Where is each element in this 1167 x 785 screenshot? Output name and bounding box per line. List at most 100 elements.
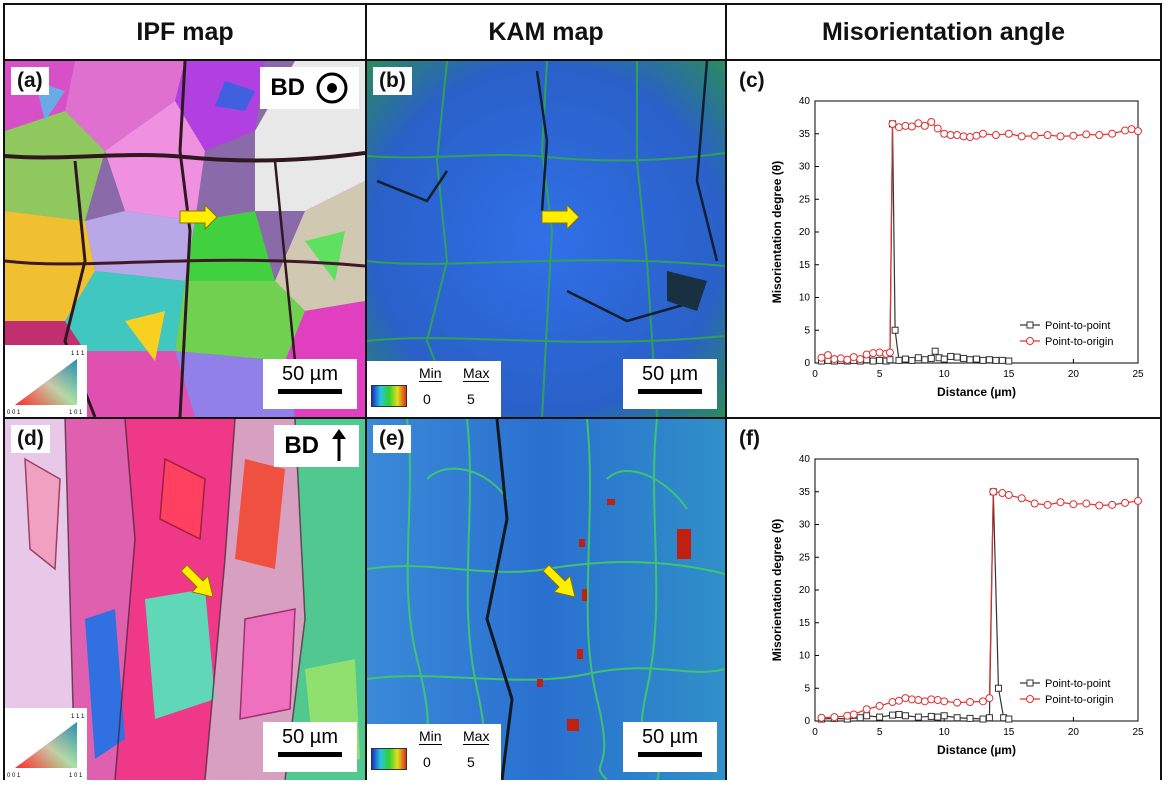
legend-label: Point-to-point — [1045, 320, 1110, 332]
data-point-circle — [1004, 129, 1013, 138]
misorientation-chart-panel-f: (f) 0 5 10 15 20 25 0 5 10 15 20 25 30 35 40 Distance (… — [727, 419, 1160, 780]
data-point-square — [914, 713, 922, 721]
data-point-circle — [830, 713, 839, 722]
data-point-square — [979, 356, 987, 364]
scale-bar-e: 50 µm — [623, 722, 717, 772]
data-point-square — [966, 356, 974, 364]
kam-map-panel-e: (e) Min 0 Max 5 50 µm — [367, 419, 725, 780]
data-point-circle — [1017, 494, 1026, 503]
x-tick-label: 25 — [1132, 369, 1144, 380]
y-tick-label: 30 — [799, 162, 811, 173]
ipf-map-panel-d: (d) BD 1 1 1 0 0 1 1 0 1 50 µm — [5, 419, 365, 780]
data-point-circle — [933, 696, 942, 705]
data-point-square — [856, 714, 864, 722]
x-tick-label: 20 — [1068, 727, 1080, 738]
data-point-square — [985, 714, 993, 722]
data-point-circle — [1127, 125, 1136, 134]
data-point-circle — [914, 119, 923, 128]
y-axis-label: Misorientation degree (θ) — [770, 519, 784, 662]
legend-marker-circle — [1026, 337, 1034, 345]
kam-min-label-b: Min — [419, 365, 442, 382]
data-point-square — [931, 347, 939, 355]
legend-marker-square — [1026, 679, 1034, 687]
data-point-square — [869, 357, 877, 365]
data-point-circle — [927, 695, 936, 704]
data-point-circle — [1095, 131, 1104, 140]
data-point-circle — [978, 129, 987, 138]
scale-bar-label-d: 50 µm — [282, 726, 338, 748]
bd-label-d: BD — [284, 432, 319, 459]
data-point-circle — [946, 131, 955, 140]
misorientation-chart-f: 0 5 10 15 20 25 0 5 10 15 20 25 30 35 40 Distance (µm) M… — [770, 454, 1144, 757]
ipf-legend-a: 1 1 1 0 0 1 1 0 1 — [5, 345, 87, 417]
column-header-ipf: IPF map — [136, 17, 234, 46]
y-tick-label: 40 — [799, 96, 811, 107]
build-direction-box-a: BD — [260, 67, 359, 109]
data-point-circle — [1134, 127, 1142, 136]
y-tick-label: 35 — [799, 129, 811, 140]
x-axis-label: Distance (µm) — [937, 385, 1016, 399]
build-direction-box-d: BD — [274, 425, 359, 467]
ipf-triangle-right-label: 1 0 1 — [69, 773, 83, 779]
ipf-triangle-icon: 1 1 1 0 0 1 1 0 1 — [7, 714, 85, 779]
arrow-icon — [541, 203, 580, 231]
y-tick-label: 15 — [799, 260, 811, 271]
kam-map-panel-b: (b) Min 0 Max 5 50 µm — [367, 61, 725, 417]
x-tick-label: 20 — [1068, 369, 1080, 380]
arrow-icon — [179, 203, 218, 231]
data-point-circle — [830, 355, 839, 364]
data-point-circle — [1004, 491, 1013, 500]
data-point-circle — [843, 711, 852, 720]
y-tick-label: 5 — [804, 325, 810, 336]
data-point-square — [992, 356, 1000, 364]
data-point-circle — [907, 695, 916, 704]
data-point-circle — [966, 698, 975, 707]
panel-label-a: (a) — [11, 67, 49, 95]
legend-marker-circle — [1026, 695, 1034, 703]
data-point-circle — [888, 698, 897, 707]
y-tick-label: 10 — [799, 651, 811, 662]
kam-max-label-e: Max — [463, 728, 490, 745]
data-point-circle — [1030, 131, 1039, 140]
x-tick-label: 0 — [812, 727, 818, 738]
data-point-square — [908, 356, 916, 364]
data-point-circle — [901, 121, 910, 130]
ipf-triangle-top-label: 1 1 1 — [71, 714, 85, 720]
data-point-circle — [933, 124, 942, 133]
data-point-circle — [953, 131, 962, 140]
legend-label: Point-to-origin — [1045, 336, 1113, 348]
misorientation-chart-panel-c: (c) 0 5 10 15 20 25 0 5 10 15 20 25 30 35 40 Distance (… — [727, 61, 1160, 417]
data-point-circle — [1030, 499, 1039, 508]
column-divider-1 — [365, 5, 367, 778]
scale-bar-line-d — [278, 752, 342, 757]
data-point-square — [940, 712, 948, 720]
data-point-circle — [888, 119, 897, 128]
kam-min-label-e: Min — [419, 728, 442, 745]
kam-max-value-e: 5 — [467, 754, 475, 770]
data-point-circle — [856, 355, 865, 364]
data-point-circle — [940, 129, 949, 138]
data-point-circle — [1095, 501, 1104, 510]
data-point-circle — [836, 354, 845, 363]
data-point-square — [947, 352, 955, 360]
y-tick-label: 0 — [804, 716, 810, 727]
data-point-circle — [1082, 499, 1091, 508]
kam-color-gradient-b — [371, 385, 407, 407]
data-point-square — [895, 356, 903, 364]
data-point-circle — [1121, 126, 1130, 135]
data-point-square — [953, 714, 961, 722]
scale-bar-d: 50 µm — [263, 722, 357, 772]
row-divider — [5, 417, 1160, 419]
data-point-square — [966, 714, 974, 722]
x-tick-label: 10 — [939, 727, 951, 738]
ipf-map-image-d — [5, 419, 365, 780]
scale-bar-label-e: 50 µm — [642, 726, 698, 748]
data-point-square — [863, 712, 871, 720]
scale-bar-a: 50 µm — [263, 359, 357, 409]
data-point-circle — [985, 694, 994, 703]
series-line-point-to-point — [821, 491, 1009, 720]
figure-frame: IPF map KAM map Misorientation angle — [3, 3, 1162, 780]
ipf-triangle-left-label: 0 0 1 — [7, 773, 21, 779]
data-point-circle — [959, 132, 968, 141]
x-tick-label: 15 — [1003, 727, 1015, 738]
